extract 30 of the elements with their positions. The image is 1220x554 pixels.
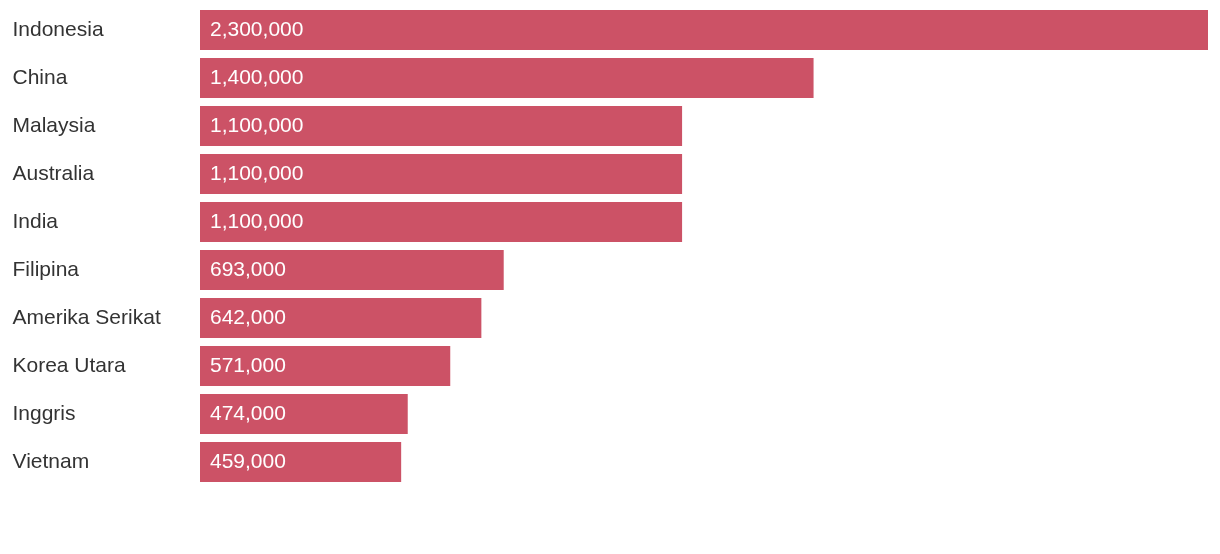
bar [200, 250, 504, 290]
y-tick-label: Malaysia [12, 113, 96, 136]
bar [200, 202, 683, 242]
y-tick-label: Australia [12, 161, 95, 184]
bar [200, 10, 1208, 50]
bar [200, 346, 451, 386]
data-label: 1,100,000 [210, 209, 304, 232]
y-tick-label: Inggris [12, 401, 76, 425]
bar [200, 394, 408, 434]
data-label: 459,000 [210, 449, 286, 473]
y-tick-label: China [12, 64, 68, 88]
y-tick-label: Korea Utara [12, 353, 127, 376]
bar [200, 298, 482, 338]
y-tick-label: Amerika Serikat [12, 305, 161, 328]
data-label: 571,000 [210, 353, 286, 376]
data-label: 1,400,000 [210, 64, 304, 88]
y-tick-label: Indonesia [12, 16, 104, 40]
y-tick-label: Filipina [12, 257, 80, 280]
data-label: 2,300,000 [210, 16, 304, 40]
data-label: 1,100,000 [210, 113, 304, 136]
data-label: 474,000 [210, 401, 286, 425]
y-tick-label: Vietnam [12, 449, 90, 473]
bar [200, 58, 814, 98]
bar [200, 154, 683, 194]
data-label: 1,100,000 [210, 161, 304, 184]
bar [200, 442, 402, 482]
y-tick-label: India [12, 209, 59, 232]
data-label: 642,000 [210, 305, 286, 328]
bar [200, 106, 683, 146]
data-label: 693,000 [210, 257, 286, 280]
